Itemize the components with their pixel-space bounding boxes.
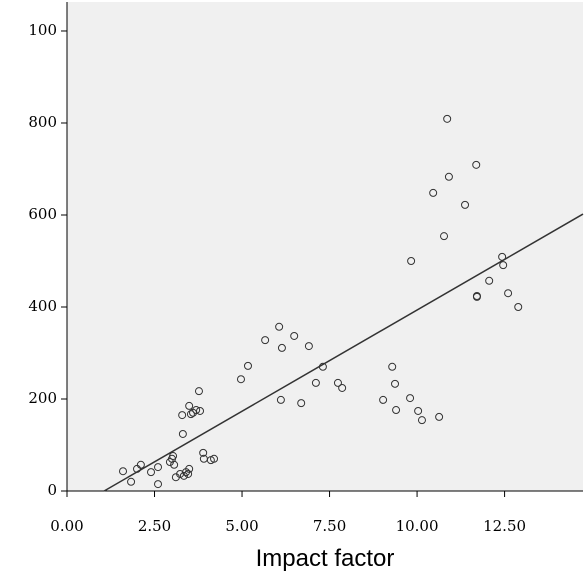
point <box>333 378 342 387</box>
point <box>276 395 285 404</box>
point <box>311 378 320 387</box>
point <box>186 410 195 419</box>
x-tick-label: 7.50 <box>313 517 346 535</box>
point <box>261 336 270 345</box>
point <box>178 411 187 420</box>
point <box>429 188 438 197</box>
y-tick-label: 400 <box>28 297 57 315</box>
point <box>485 276 494 285</box>
point <box>147 468 156 477</box>
point <box>185 401 194 410</box>
point <box>406 394 415 403</box>
point <box>127 477 136 486</box>
point <box>185 464 194 473</box>
point <box>170 460 179 469</box>
point <box>407 256 416 265</box>
point <box>176 469 185 478</box>
y-tick-label: 200 <box>28 389 57 407</box>
point <box>192 406 201 415</box>
point <box>417 416 426 425</box>
point <box>504 289 513 298</box>
x-tick-label: 5.00 <box>225 517 258 535</box>
point <box>243 361 252 370</box>
point <box>178 429 187 438</box>
point <box>199 448 208 457</box>
point <box>154 463 163 472</box>
point <box>472 160 481 169</box>
point <box>440 232 449 241</box>
point <box>184 469 193 478</box>
plot-area <box>67 2 583 491</box>
y-tick-label: 100 <box>28 21 57 39</box>
point <box>414 406 423 415</box>
y-tick-label: 800 <box>28 113 57 131</box>
x-tick-label: 2.50 <box>138 517 171 535</box>
point <box>154 480 163 489</box>
point <box>210 454 219 463</box>
fit-line <box>103 213 584 492</box>
point <box>388 362 397 371</box>
point <box>379 395 388 404</box>
point <box>297 399 306 408</box>
x-tick-label: 0.00 <box>50 517 83 535</box>
x-axis-title: Impact factor <box>256 545 395 572</box>
point <box>275 322 284 331</box>
point <box>392 406 401 415</box>
y-tick-label: 600 <box>28 205 57 223</box>
point <box>277 343 286 352</box>
point <box>236 375 245 384</box>
point <box>119 467 128 476</box>
point <box>194 387 203 396</box>
x-tick-label: 12.50 <box>483 517 526 535</box>
point <box>169 452 178 461</box>
point <box>290 331 299 340</box>
point <box>499 261 508 270</box>
point <box>444 172 453 181</box>
point <box>461 200 470 209</box>
point <box>304 342 313 351</box>
y-tick-label: 0 <box>47 481 57 499</box>
point <box>196 406 205 415</box>
point <box>435 412 444 421</box>
point <box>338 383 347 392</box>
point <box>472 291 481 300</box>
point <box>136 460 145 469</box>
point <box>391 379 400 388</box>
point <box>443 114 452 123</box>
point <box>514 302 523 311</box>
x-tick-label: 10.00 <box>396 517 439 535</box>
